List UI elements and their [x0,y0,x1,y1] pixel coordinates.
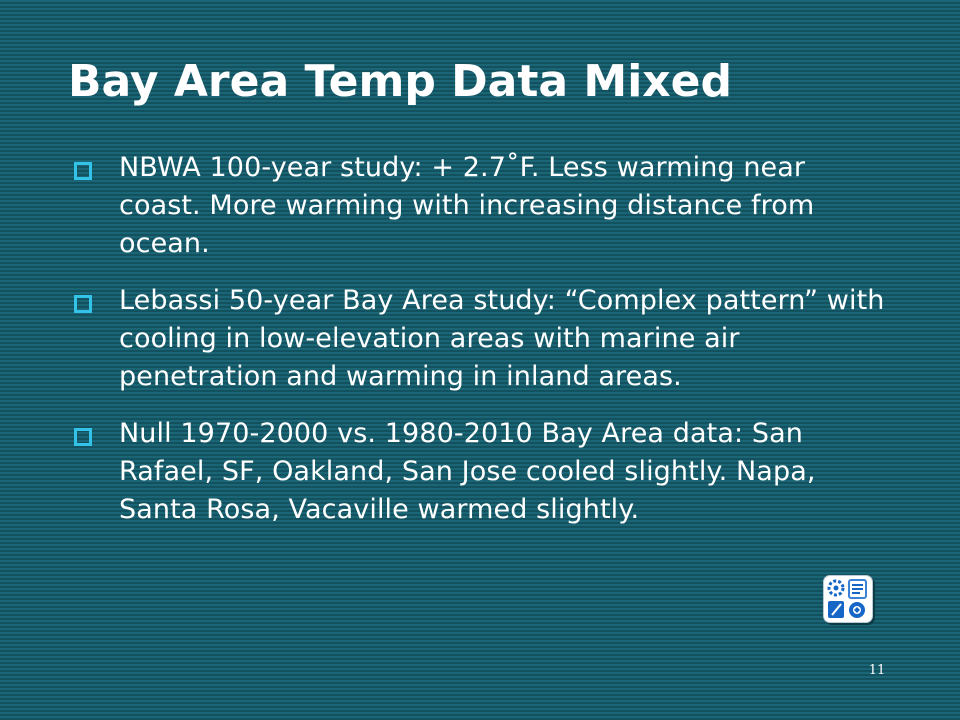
bullet-text: NBWA 100-year study: + 2.7˚F. Less warmi… [119,152,815,259]
bullet-text: Null 1970-2000 vs. 1980-2010 Bay Area da… [119,418,816,525]
square-bullet-icon [74,295,92,313]
bullet-item: Null 1970-2000 vs. 1980-2010 Bay Area da… [72,415,892,529]
bullet-item: Lebassi 50-year Bay Area study: “Complex… [72,282,892,396]
bullet-text: Lebassi 50-year Bay Area study: “Complex… [119,285,885,392]
slide-title: Bay Area Temp Data Mixed [68,56,732,107]
page-number: 11 [868,663,886,678]
app-logo-icon [823,575,873,623]
bullet-list: NBWA 100-year study: + 2.7˚F. Less warmi… [72,149,892,548]
app-logo-graphic [827,579,867,618]
bullet-item: NBWA 100-year study: + 2.7˚F. Less warmi… [72,149,892,263]
square-bullet-icon [74,428,92,446]
square-bullet-icon [74,162,92,180]
